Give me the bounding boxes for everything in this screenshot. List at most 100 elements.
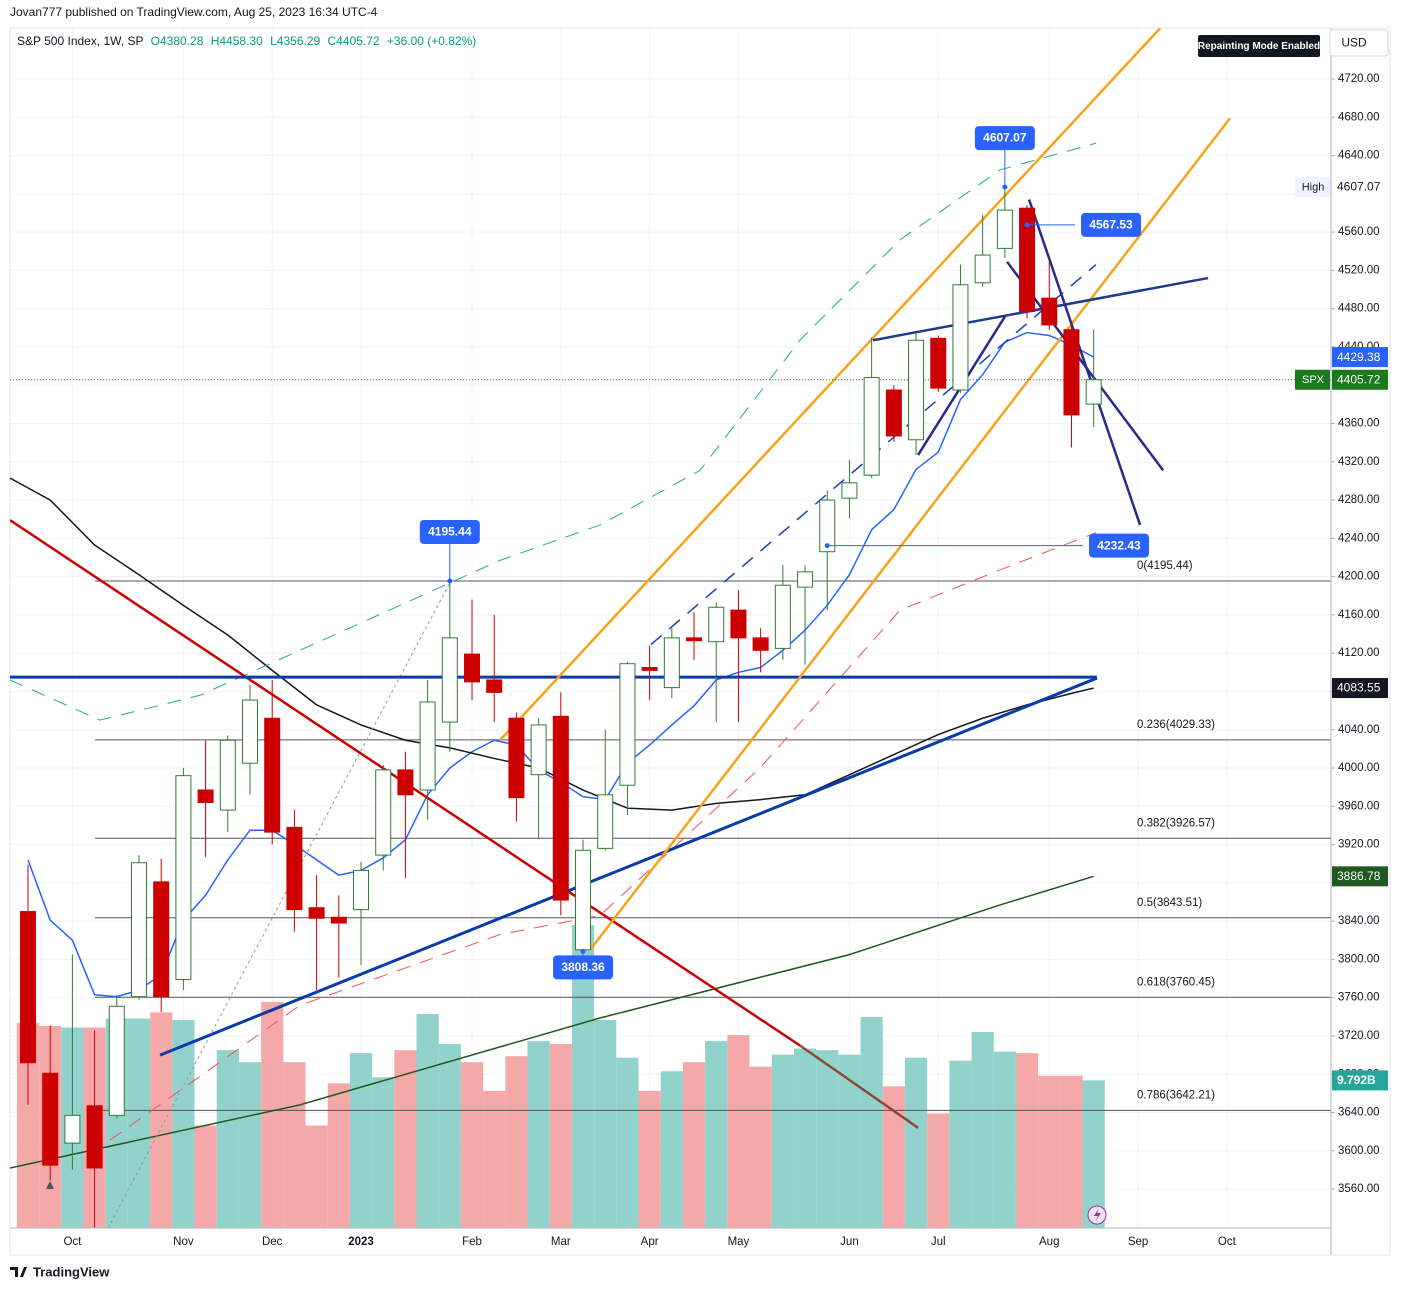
candle-body — [219, 739, 236, 811]
y-tick-label: 4240.00 — [1338, 532, 1380, 544]
volume-bar — [949, 1060, 972, 1228]
fib-label: 0.382(3926.57) — [1137, 817, 1215, 829]
y-tick-label: 4120.00 — [1338, 647, 1380, 659]
volume-bar — [793, 1048, 817, 1228]
candle-body — [597, 794, 614, 849]
fib-label: 0.236(4029.33) — [1137, 719, 1215, 731]
ohlc-low: L4356.29 — [270, 34, 320, 48]
drawing-line — [499, 28, 1161, 742]
currency-button[interactable] — [1329, 29, 1389, 57]
volume-bar — [194, 1125, 217, 1228]
logo-mark — [10, 1267, 27, 1277]
callouts: 4607.07 4567.53 4195.44 4232.43 3808.36 — [419, 126, 1150, 980]
symbol-line: S&P 500 Index, 1W, SP O4380.28 H4458.30 … — [17, 34, 476, 48]
volume-bar — [993, 1051, 1016, 1228]
candle-body — [64, 1114, 81, 1144]
volume-bar — [394, 1050, 417, 1228]
y-tick-label: 4160.00 — [1338, 609, 1380, 621]
candle-body — [264, 717, 281, 833]
chart-frame — [9, 27, 1391, 1256]
fib-retracement: 0(4195.44) 0.236(4029.33) 0.382(3926.57) 0.… — [95, 560, 1331, 1111]
ohlc-open: O4380.28 — [151, 34, 204, 48]
volume-bar — [616, 1057, 639, 1228]
y-tick-label: 3640.00 — [1338, 1107, 1380, 1119]
x-tick-label: Aug — [1039, 1236, 1059, 1248]
volume-bar — [127, 1018, 151, 1228]
x-tick-label: Mar — [551, 1236, 571, 1248]
drawing-line — [589, 117, 1231, 951]
ohlc-change: +36.00 (+0.82%) — [387, 34, 476, 48]
x-tick-label: Sep — [1128, 1236, 1148, 1248]
candle-body — [508, 717, 525, 799]
callout-label: 3808.36 — [561, 960, 605, 974]
candle-body — [841, 482, 858, 499]
candle-body — [730, 609, 747, 639]
currency-text: USD — [1341, 36, 1367, 50]
y-tick-label: 4520.00 — [1338, 264, 1380, 276]
drawing-line — [872, 276, 1209, 342]
volume-bar — [904, 1057, 928, 1228]
y-tick-label: 4320.00 — [1338, 456, 1380, 468]
callout-box — [419, 519, 480, 544]
candle-body — [130, 862, 147, 998]
volume-bar — [527, 1041, 550, 1228]
x-tick-label: May — [728, 1236, 750, 1248]
candle-body — [1019, 207, 1036, 313]
price-tag-label: 3886.78 — [1337, 869, 1381, 883]
drawing-line — [159, 676, 1098, 1057]
candle-body — [197, 789, 214, 803]
volume-bar — [460, 1062, 484, 1228]
candle-body — [708, 606, 725, 643]
price-tag-label: 4429.38 — [1337, 350, 1381, 364]
y-tick-label: 4280.00 — [1338, 494, 1380, 506]
volume-bar — [771, 1054, 794, 1228]
candle-body — [686, 637, 703, 642]
footer-logo: TradingView — [10, 1264, 110, 1279]
fib-label: 0.618(3760.45) — [1137, 976, 1215, 988]
volume-bar — [549, 1044, 572, 1228]
candle-body — [419, 701, 436, 791]
volume-bar — [438, 1044, 461, 1228]
y-tick-label: 4200.00 — [1338, 571, 1380, 583]
volume-bar — [216, 1050, 239, 1228]
candle-body — [1041, 297, 1058, 326]
drawing-line — [107, 582, 451, 1228]
y-tick-label: 3800.00 — [1338, 953, 1380, 965]
callout-box — [1089, 533, 1150, 558]
volume-bar — [638, 1090, 661, 1228]
volume-bar — [838, 1054, 861, 1228]
candle-body — [108, 1005, 125, 1116]
y-tick-label: 4040.00 — [1338, 724, 1380, 736]
y-tick-label: 4480.00 — [1338, 303, 1380, 315]
volume-bar — [1038, 1075, 1061, 1228]
price-tag-name-box — [1295, 369, 1330, 390]
footer-brand: TradingView — [33, 1264, 110, 1279]
y-tick-label: 4640.00 — [1338, 150, 1380, 162]
candle-body — [1063, 329, 1080, 416]
x-tick-label: Oct — [1218, 1236, 1237, 1248]
x-tick-label: Nov — [173, 1236, 194, 1248]
volume-bar — [16, 1022, 40, 1228]
y-tick-label: 3960.00 — [1338, 800, 1380, 812]
y-tick-label: 4680.00 — [1338, 111, 1380, 123]
candle-body — [774, 584, 791, 649]
candle-body — [153, 881, 170, 998]
price-tag-name: SPX — [1302, 374, 1325, 386]
candle-body — [286, 826, 303, 911]
candle-body — [797, 571, 814, 588]
candle-body — [575, 849, 592, 951]
x-tick-label: Dec — [262, 1236, 283, 1248]
volume-tag — [1332, 1070, 1388, 1091]
callout-label: 4567.53 — [1089, 218, 1133, 232]
candle-body — [441, 637, 458, 723]
drawing-line — [10, 875, 1094, 1169]
y-tick-label: 3720.00 — [1338, 1030, 1380, 1042]
candle-body — [819, 499, 836, 553]
price-tag-label: 4405.72 — [1337, 372, 1381, 386]
volume-bar — [594, 1019, 617, 1228]
price-tag-name-box — [1295, 177, 1330, 198]
callout-label: 4195.44 — [428, 525, 472, 539]
candle-body — [930, 337, 947, 389]
volume-bar — [261, 1001, 284, 1228]
candle-body — [619, 663, 636, 786]
